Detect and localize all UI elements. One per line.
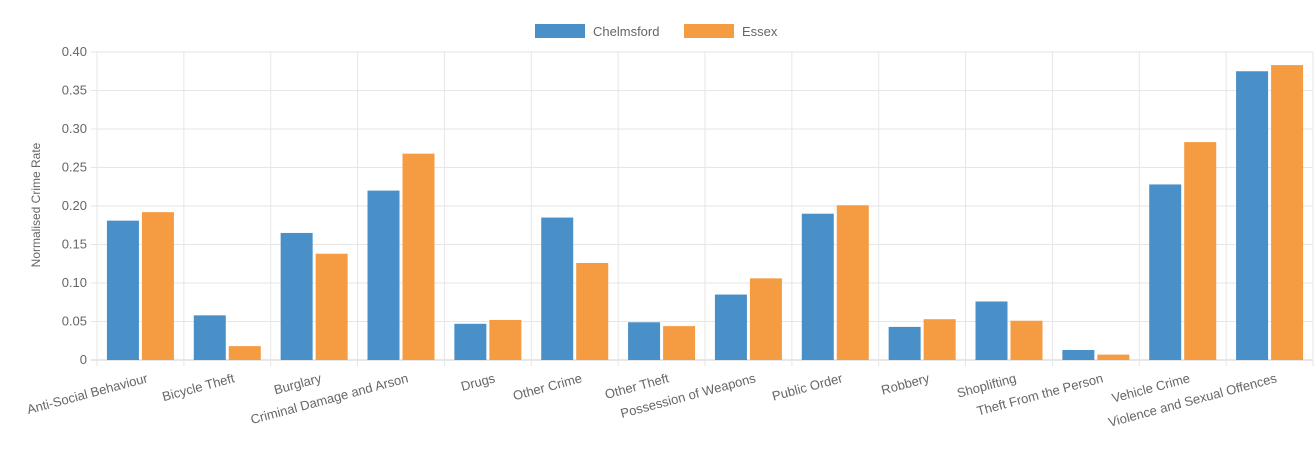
plot-area: 0 0.05 0.10 0.15 0.20 0.25 0.30 0.35 0.40 Anti-So…: [25, 44, 1314, 430]
x-tick-label: Anti-Social Behaviour: [25, 370, 150, 417]
bar-chelmsford[interactable]: [1236, 71, 1269, 360]
legend-swatch-essex: [684, 24, 734, 38]
x-tick-label: Public Order: [770, 370, 844, 403]
x-tick-label: Burglary: [272, 370, 323, 397]
legend: Chelmsford Essex: [535, 24, 778, 39]
bar-chelmsford[interactable]: [367, 190, 400, 360]
bar-essex[interactable]: [315, 253, 348, 360]
y-axis-title: Normalised Crime Rate: [29, 142, 43, 267]
y-tick-label: 0: [80, 352, 87, 367]
x-tick-label: Criminal Damage and Arson: [249, 370, 410, 427]
bar-essex[interactable]: [1271, 65, 1304, 360]
y-tick-label: 0.30: [62, 121, 87, 136]
bar-essex[interactable]: [1097, 354, 1130, 360]
bar-essex[interactable]: [923, 319, 956, 360]
bar-essex[interactable]: [489, 319, 522, 360]
bar-essex[interactable]: [1010, 320, 1043, 360]
bar-chelmsford[interactable]: [193, 315, 226, 360]
bar-chelmsford[interactable]: [801, 213, 834, 360]
bar-essex[interactable]: [228, 346, 261, 360]
y-tick-label: 0.40: [62, 44, 87, 59]
y-tick-label: 0.35: [62, 83, 87, 98]
bar-essex[interactable]: [663, 326, 696, 360]
x-tick-label: Drugs: [459, 370, 497, 394]
legend-swatch-chelmsford: [535, 24, 585, 38]
bar-chelmsford[interactable]: [888, 326, 921, 360]
x-tick-label: Bicycle Theft: [161, 370, 237, 404]
bar-chelmsford[interactable]: [454, 323, 487, 360]
x-tick-label: Robbery: [880, 370, 932, 397]
legend-label-essex: Essex: [742, 24, 778, 39]
bar-chelmsford[interactable]: [1149, 184, 1182, 360]
bar-chelmsford[interactable]: [714, 294, 747, 360]
y-tick-label: 0.05: [62, 314, 87, 329]
bar-chelmsford[interactable]: [280, 232, 313, 360]
legend-item-chelmsford[interactable]: Chelmsford: [535, 24, 659, 39]
bar-chelmsford[interactable]: [1062, 349, 1095, 360]
bar-essex[interactable]: [141, 212, 174, 360]
bar-essex[interactable]: [576, 262, 609, 360]
bar-chelmsford[interactable]: [975, 301, 1008, 360]
y-tick-label: 0.20: [62, 198, 87, 213]
y-tick-label: 0.25: [62, 160, 87, 175]
bar-essex[interactable]: [749, 278, 782, 360]
bar-essex[interactable]: [402, 153, 435, 360]
bar-chelmsford[interactable]: [541, 217, 574, 360]
bar-essex[interactable]: [1184, 142, 1217, 360]
legend-label-chelmsford: Chelmsford: [593, 24, 659, 39]
bar-chelmsford[interactable]: [628, 322, 661, 360]
legend-item-essex[interactable]: Essex: [684, 24, 778, 39]
bar-essex[interactable]: [836, 205, 869, 360]
y-tick-label: 0.10: [62, 275, 87, 290]
x-tick-label: Other Crime: [511, 370, 583, 403]
y-tick-label: 0.15: [62, 237, 87, 252]
bar-chelmsford[interactable]: [106, 220, 139, 360]
